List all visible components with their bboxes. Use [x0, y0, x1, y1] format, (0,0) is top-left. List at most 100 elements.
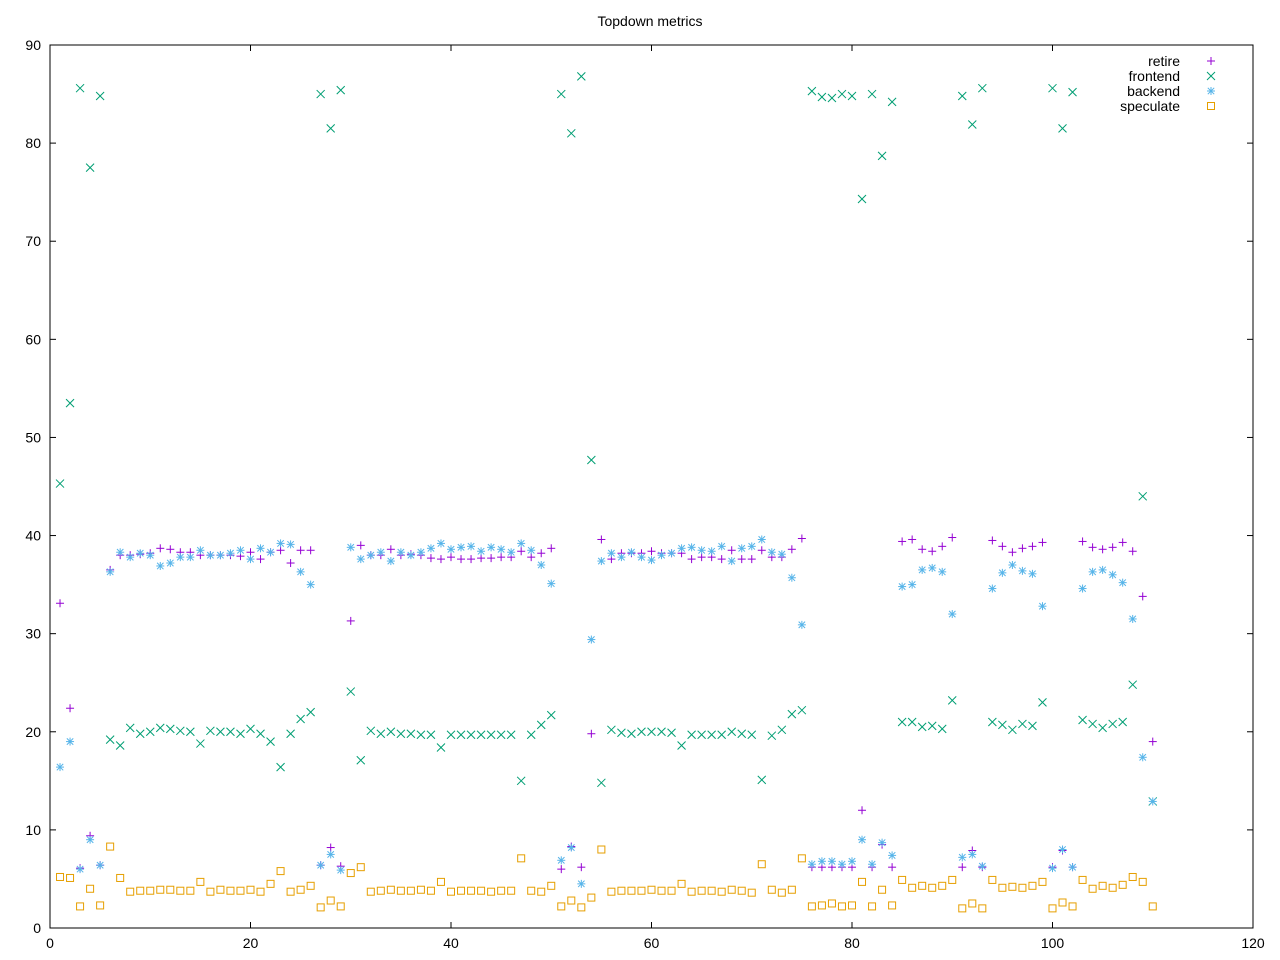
retire-point	[497, 553, 506, 562]
frontend-point	[1108, 719, 1118, 729]
backend-point	[497, 545, 506, 554]
frontend-point	[937, 724, 947, 734]
frontend-point	[416, 730, 426, 740]
backend-point	[547, 579, 556, 588]
backend-point	[276, 539, 285, 548]
speculate-point	[236, 886, 245, 895]
frontend-point	[817, 92, 827, 102]
backend-point	[777, 550, 786, 559]
frontend-point	[1078, 715, 1087, 725]
speculate-point	[697, 886, 706, 895]
speculate-point	[186, 886, 195, 895]
speculate-point	[497, 886, 506, 895]
speculate-point	[938, 881, 947, 890]
frontend-point	[336, 85, 346, 95]
frontend-point	[667, 728, 676, 738]
frontend-point	[576, 72, 586, 81]
backend-point	[1098, 565, 1107, 574]
legend-label-speculate: speculate	[1120, 98, 1180, 114]
backend-point	[637, 553, 646, 562]
backend-point	[1028, 569, 1037, 578]
backend-point	[797, 620, 806, 629]
frontend-point	[1068, 87, 1077, 97]
backend-point	[246, 555, 255, 564]
speculate-point	[767, 885, 776, 894]
x-tick-label: 100	[1041, 935, 1065, 951]
retire-point	[597, 535, 606, 544]
retire-point	[557, 865, 566, 874]
frontend-point	[566, 128, 576, 138]
speculate-point	[827, 899, 836, 908]
frontend-point	[707, 730, 717, 740]
backend-point	[737, 544, 746, 553]
backend-point	[667, 549, 676, 558]
retire-point	[647, 547, 656, 556]
retire-point	[1008, 548, 1017, 557]
frontend-point	[346, 687, 356, 696]
frontend-point	[827, 93, 837, 103]
frontend-point	[376, 729, 386, 739]
backend-point	[787, 573, 796, 582]
backend-point	[366, 551, 375, 560]
speculate-point	[627, 886, 636, 895]
legend-label-backend: backend	[1127, 83, 1180, 99]
series-speculate	[56, 842, 1157, 913]
speculate-point	[76, 902, 85, 911]
speculate-point	[246, 885, 255, 894]
speculate-point	[436, 877, 445, 886]
backend-point	[587, 635, 596, 644]
retire-point	[66, 704, 75, 713]
backend-point	[767, 548, 776, 557]
legend-marker-backend	[1207, 87, 1215, 95]
frontend-point	[757, 775, 767, 785]
frontend-point	[1028, 721, 1037, 731]
frontend-point	[236, 729, 245, 739]
frontend-point	[907, 717, 917, 727]
speculate-point	[1148, 902, 1157, 911]
backend-point	[537, 560, 546, 569]
frontend-point	[647, 727, 656, 737]
backend-point	[567, 843, 576, 852]
speculate-point	[346, 869, 355, 878]
speculate-point	[978, 904, 987, 913]
frontend-point	[637, 727, 646, 737]
frontend-point	[356, 755, 366, 765]
retire-point	[958, 863, 967, 872]
backend-point	[527, 546, 536, 555]
backend-point	[166, 559, 175, 568]
frontend-point	[807, 86, 817, 96]
speculate-point	[507, 886, 516, 895]
chart-title: Topdown metrics	[597, 13, 702, 29]
speculate-point	[888, 901, 897, 910]
retire-point	[747, 555, 756, 564]
backend-point	[226, 549, 235, 558]
x-tick-label: 0	[46, 935, 54, 951]
backend-point	[146, 551, 155, 560]
x-tick-label: 120	[1241, 935, 1265, 951]
retire-point	[888, 863, 897, 872]
speculate-point	[386, 885, 395, 894]
frontend-point	[677, 741, 686, 750]
speculate-point	[1118, 880, 1127, 889]
speculate-point	[657, 886, 666, 895]
x-tick-label: 60	[644, 935, 660, 951]
frontend-point	[1098, 723, 1107, 733]
y-tick-label: 60	[25, 331, 41, 347]
backend-point	[557, 856, 566, 865]
frontend-point	[55, 479, 65, 488]
frontend-point	[787, 709, 797, 719]
y-tick-label: 90	[25, 37, 41, 53]
backend-point	[306, 580, 315, 589]
speculate-point	[667, 886, 676, 895]
frontend-point	[987, 717, 997, 727]
frontend-point	[185, 727, 195, 737]
backend-point	[1148, 797, 1157, 806]
speculate-point	[597, 845, 606, 854]
speculate-point	[727, 885, 736, 894]
retire-point	[787, 545, 796, 554]
retire-point	[286, 559, 295, 568]
legend-marker-speculate	[1207, 102, 1215, 110]
speculate-point	[908, 883, 917, 892]
retire-point	[1018, 544, 1027, 553]
